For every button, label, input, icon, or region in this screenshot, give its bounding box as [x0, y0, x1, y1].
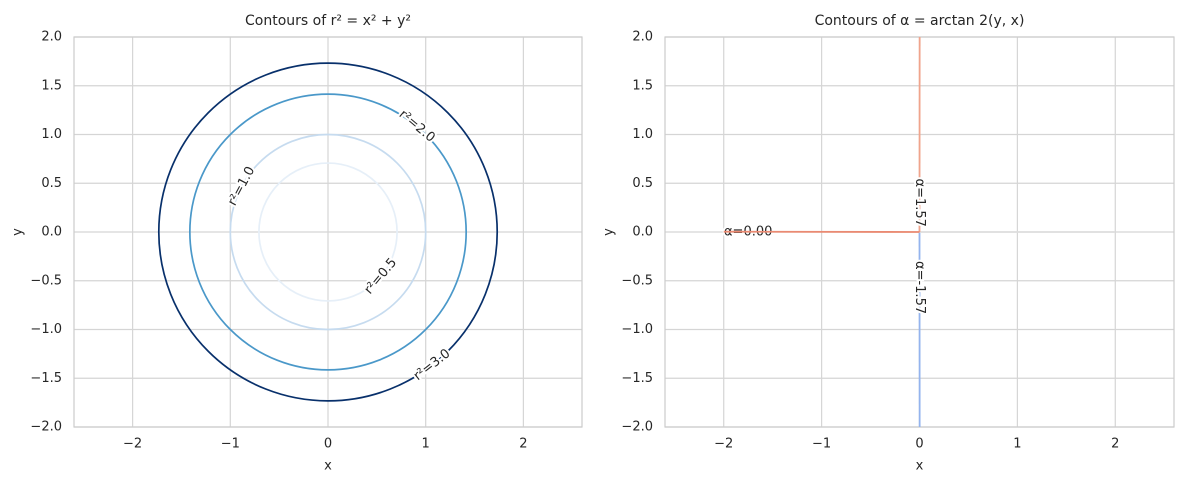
y-tick-label: 0.0	[41, 225, 62, 240]
x-tick-label: −2	[123, 437, 142, 452]
y-tick-label: −2.0	[621, 420, 653, 435]
y-tick-label: 2.0	[632, 30, 653, 45]
x-tick-label: 1	[422, 437, 430, 452]
y-tick-label: −1.5	[30, 371, 62, 386]
x-tick-label: 0	[915, 437, 923, 452]
y-tick-label: 2.0	[41, 30, 62, 45]
y-tick-label: −0.5	[30, 273, 62, 288]
x-tick-label: 2	[1111, 437, 1119, 452]
chart-title: Contours of r² = x² + y²	[245, 13, 411, 29]
y-tick-label: −0.5	[621, 273, 653, 288]
contour-label: α=1.57	[912, 179, 927, 227]
y-axis-label: y	[11, 228, 26, 236]
y-tick-label: 1.0	[41, 127, 62, 142]
y-tick-label: −1.5	[621, 371, 653, 386]
chart-title: Contours of α = arctan 2(y, x)	[815, 13, 1025, 29]
contour-label: r²=0.5	[362, 255, 401, 297]
contour-line	[229, 133, 427, 331]
contour-line	[157, 62, 499, 402]
y-tick-label: 1.0	[632, 127, 653, 142]
x-tick-label: −1	[221, 437, 240, 452]
y-tick-label: 0.0	[632, 225, 653, 240]
y-tick-label: −1.0	[30, 322, 62, 337]
contour-label: α=-1.57	[912, 261, 927, 314]
x-axis-label: x	[916, 459, 924, 474]
x-tick-label: 2	[519, 437, 527, 452]
x-axis-label: x	[324, 459, 332, 474]
y-tick-label: 0.5	[41, 176, 62, 191]
y-tick-label: −1.0	[621, 322, 653, 337]
x-tick-label: −1	[812, 437, 831, 452]
subplot: Contours of α = arctan 2(y, x) x y −2 −1 0 1 2 −…	[602, 13, 1175, 474]
subplot: Contours of r² = x² + y² x y −2 −1 0 1 2 −2.0 −1.…	[11, 13, 583, 474]
y-tick-label: 0.5	[632, 176, 653, 191]
contour-line	[188, 93, 468, 371]
x-tick-label: 1	[1013, 437, 1021, 452]
y-axis-label: y	[602, 228, 617, 236]
y-tick-label: 1.5	[41, 78, 62, 93]
x-tick-label: −2	[714, 437, 733, 452]
contour-label: r²=2.0	[396, 107, 438, 146]
plot-frame	[73, 36, 583, 428]
x-tick-label: 0	[324, 437, 332, 452]
y-tick-label: −2.0	[30, 420, 62, 435]
y-tick-label: 1.5	[632, 78, 653, 93]
contour-line	[258, 162, 398, 302]
